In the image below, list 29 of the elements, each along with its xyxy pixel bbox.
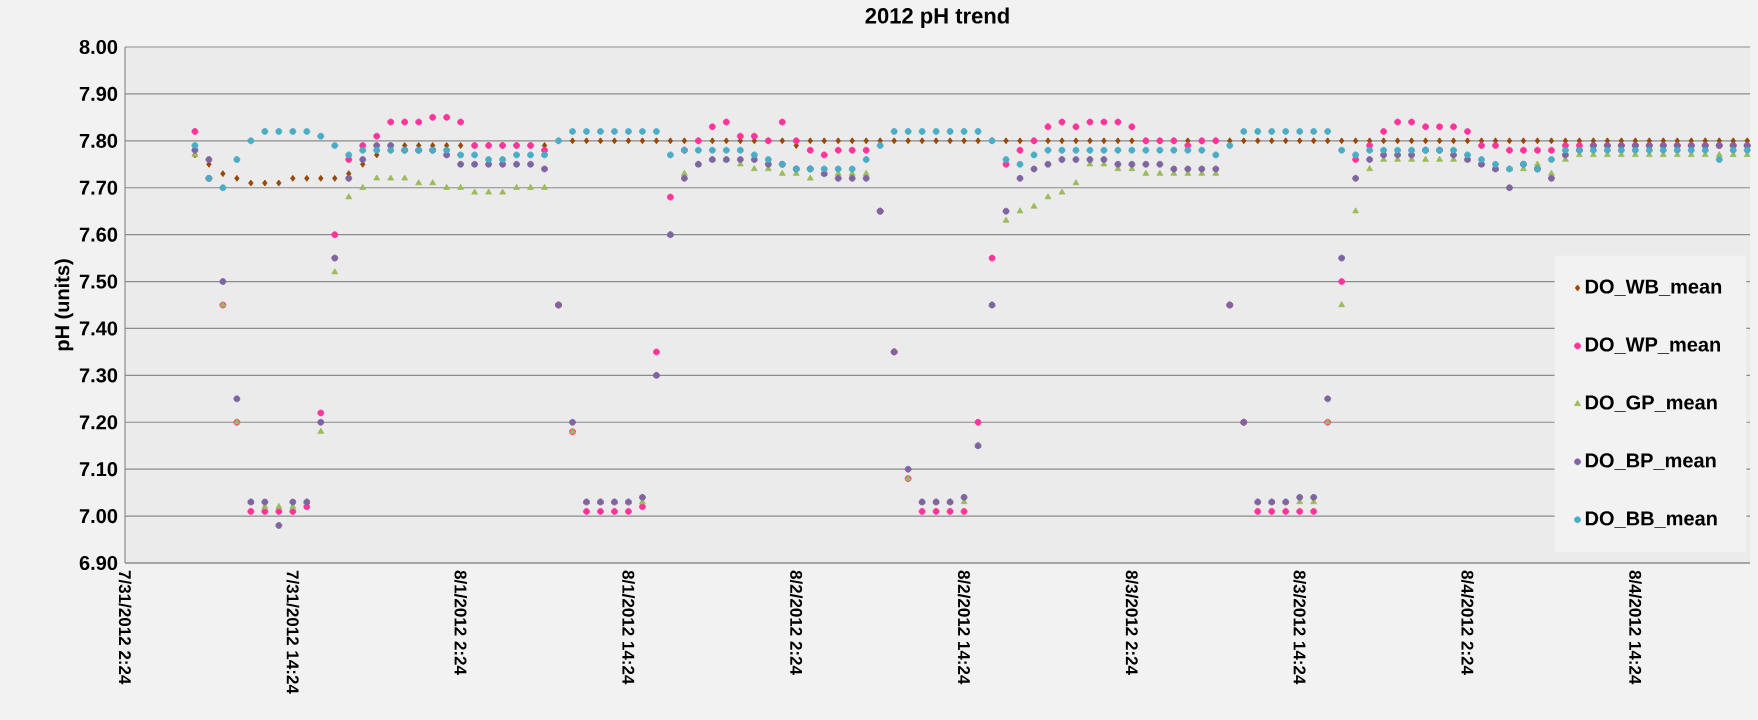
legend-label: DO_BP_mean [1585,453,1716,470]
y-tick-label: 7.70 [79,180,118,195]
y-tick-label: 7.30 [79,368,118,383]
x-tick-label: 8/2/2012 2:24 [789,570,803,675]
y-tick-label: 7.10 [79,462,118,477]
legend-label: DO_GP_mean [1585,395,1717,412]
x-tick-label: 7/31/2012 14:24 [286,570,300,694]
x-tick-label: 8/1/2012 2:24 [454,570,467,675]
chart-title: 2012 pH trend [865,7,1009,28]
y-tick-label: 7.00 [79,509,118,524]
x-tick-label: 8/4/2012 2:24 [1461,570,1474,675]
x-tick-label: 8/2/2012 14:24 [957,570,971,685]
y-tick-label: 6.90 [79,555,118,571]
legend-label: DO_BB_mean [1585,511,1717,528]
y-tick-label: 7.50 [79,274,118,289]
y-tick-label: 7.90 [79,86,118,101]
y-tick-label: 8.00 [79,39,118,55]
legend-label: DO_WB_mean [1585,279,1722,296]
y-tick-label: 7.40 [79,321,118,336]
x-tick-label: 8/3/2012 14:24 [1293,570,1307,685]
legend-label: DO_WP_mean [1585,337,1720,354]
x-tick-label: 8/3/2012 2:24 [1125,570,1139,675]
y-tick-label: 7.60 [79,227,118,242]
y-tick-label: 7.80 [79,133,118,148]
x-tick-label: 8/1/2012 14:24 [622,570,635,685]
x-tick-label: 8/4/2012 14:24 [1629,570,1642,685]
y-tick-label: 7.20 [79,415,118,430]
x-tick-label: 7/31/2012 2:24 [118,570,132,685]
y-axis-title: pH (units) [54,259,74,351]
